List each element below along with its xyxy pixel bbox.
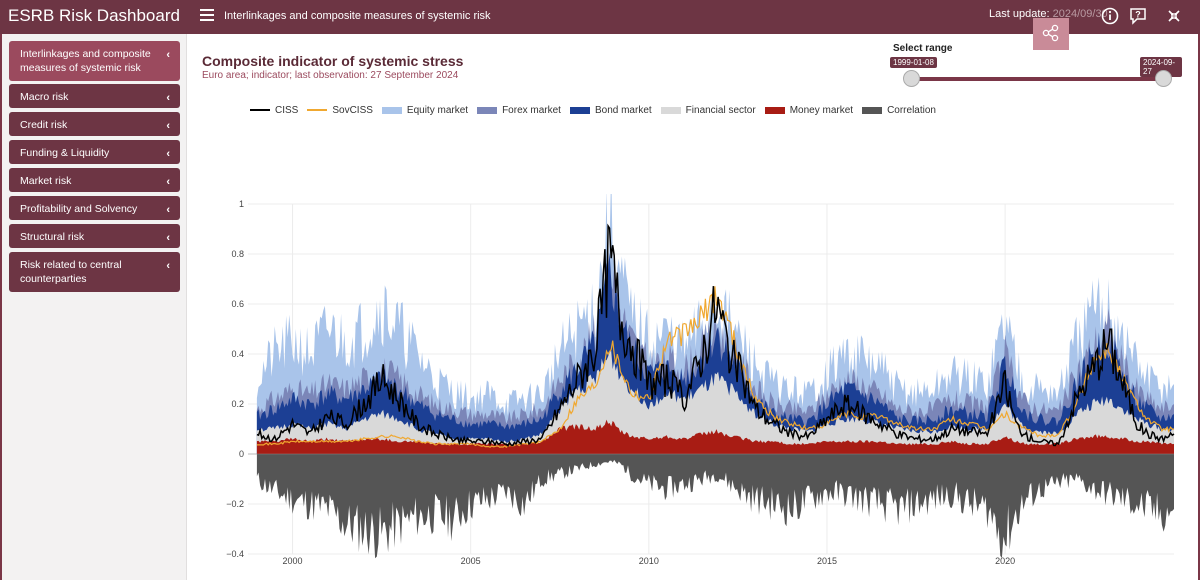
legend-item[interactable]: Financial sector [660,103,756,117]
legend-item[interactable]: Correlation [862,103,936,117]
legend-item[interactable]: Bond market [569,103,652,117]
range-end-handle[interactable] [1155,70,1172,87]
svg-text:?: ? [1135,10,1141,20]
y-tick-label: 0.8 [231,249,244,259]
sidebar-item-market-risk[interactable]: Market risk ‹ [9,168,180,192]
series-area-financial-sector [256,350,1174,454]
y-tick-label: 0.2 [231,399,244,409]
legend-swatch [862,106,883,114]
menu-line [200,9,214,11]
sidebar-item-label: Market risk [20,175,72,187]
range-start-handle[interactable] [903,70,920,87]
legend-swatch [660,106,681,114]
legend-label: Equity market [406,104,469,116]
sidebar-item-interlinkages[interactable]: Interlinkages and composite measures of … [9,41,180,81]
chevron-left-icon: ‹ [166,260,170,272]
y-tick-label: 1 [239,199,244,209]
y-tick-label: 0.4 [231,349,244,359]
x-tick-label: 2000 [283,556,303,566]
chart-plot: 1 0.8 0.6 0.4 0.2 0 −0.2 −0.4 2000 2005 2010 2015 20… [226,194,1175,566]
menu-line [200,19,214,21]
chevron-left-icon: ‹ [166,232,170,244]
sidebar-item-label: Funding & Liquidity [20,147,110,159]
sidebar-item-label: Interlinkages and composite measures of … [20,48,151,74]
chevron-left-icon: ‹ [166,120,170,132]
chevron-left-icon: ‹ [166,49,170,61]
range-end-tag: 2024-09-27 [1140,57,1182,77]
last-update-value: 2024/09/30 [1052,8,1108,20]
chevron-left-icon: ‹ [166,92,170,104]
y-tick-label: 0.6 [231,299,244,309]
series-area-correlation [256,454,1174,559]
y-tick-label: −0.2 [226,499,244,509]
legend-label: SovCISS [332,104,373,116]
sidebar-item-label: Structural risk [20,231,85,243]
legend-item[interactable]: Forex market [477,103,561,117]
legend-swatch [250,109,270,111]
y-tick-label: −0.4 [226,549,244,559]
legend-label: Financial sector [685,104,756,116]
series-line-ciss [256,223,1175,447]
chart-subtitle: Euro area; indicator; last observation: … [202,70,459,81]
sidebar-item-funding-liquidity[interactable]: Funding & Liquidity ‹ [9,140,180,164]
last-update-label: Last update: [989,8,1050,20]
sidebar-item-structural-risk[interactable]: Structural risk ‹ [9,224,180,248]
menu-line [200,14,214,16]
sidebar-item-label: Macro risk [20,91,69,103]
menu-toggle-button[interactable] [200,9,214,23]
range-label: Select range [893,43,953,54]
sidebar-item-label: Credit risk [20,119,68,131]
legend-label: Correlation [887,104,936,116]
share-button[interactable] [1033,18,1069,50]
legend-swatch [307,109,328,111]
sidebar-item-macro-risk[interactable]: Macro risk ‹ [9,84,180,108]
chevron-left-icon: ‹ [166,176,170,188]
feedback-icon[interactable]: ? [1128,6,1148,26]
legend-label: Forex market [502,104,561,116]
legend-label: Bond market [594,104,652,116]
range-selector: Select range 1999-01-08 2024-09-27 [882,42,1182,92]
series-area-bond-market [256,252,1174,454]
x-tick-label: 2015 [817,556,837,566]
sidebar-item-ccp-risk[interactable]: Risk related to central counterparties ‹ [9,252,180,292]
legend-swatch [381,106,402,114]
fullscreen-icon[interactable] [1165,7,1185,27]
series-area-money-market [256,419,1174,454]
last-update: Last update: 2024/09/30 [989,8,1108,20]
legend-item[interactable]: CISS [250,103,298,117]
info-icon[interactable] [1100,6,1120,26]
app-title[interactable]: ESRB Risk Dashboard [8,6,180,25]
sidebar-item-label: Risk related to central counterparties [20,259,122,285]
legend-item[interactable]: Equity market [381,103,469,117]
chevron-left-icon: ‹ [166,148,170,160]
page-heading: Interlinkages and composite measures of … [224,10,491,22]
x-tick-label: 2005 [461,556,481,566]
chevron-left-icon: ‹ [166,204,170,216]
range-start-tag: 1999-01-08 [890,57,937,68]
main-frame: Interlinkages and composite measures of … [2,18,1198,580]
legend-label: CISS [275,104,299,116]
x-tick-label: 2020 [995,556,1015,566]
top-bar: ESRB Risk Dashboard Interlinkages and co… [0,0,1200,34]
range-track[interactable] [909,77,1164,81]
chart-legend: CISS SovCISS Equity market Forex market Bond… [250,103,945,117]
share-icon [1042,24,1059,42]
sidebar-item-label: Profitability and Solvency [20,203,138,215]
legend-swatch [569,106,590,114]
series-line-sovciss [256,286,1175,448]
sidebar-item-profitability-solvency[interactable]: Profitability and Solvency ‹ [9,196,180,220]
y-tick-label: 0 [239,449,244,459]
legend-swatch [477,106,498,114]
chart-title: Composite indicator of systemic stress [202,53,464,69]
legend-swatch [764,106,785,114]
sidebar-item-credit-risk[interactable]: Credit risk ‹ [9,112,180,136]
legend-item[interactable]: Money market [764,103,854,117]
legend-item[interactable]: SovCISS [307,103,373,117]
legend-label: Money market [789,104,854,116]
x-tick-label: 2010 [639,556,659,566]
sidebar: Interlinkages and composite measures of … [2,34,187,580]
